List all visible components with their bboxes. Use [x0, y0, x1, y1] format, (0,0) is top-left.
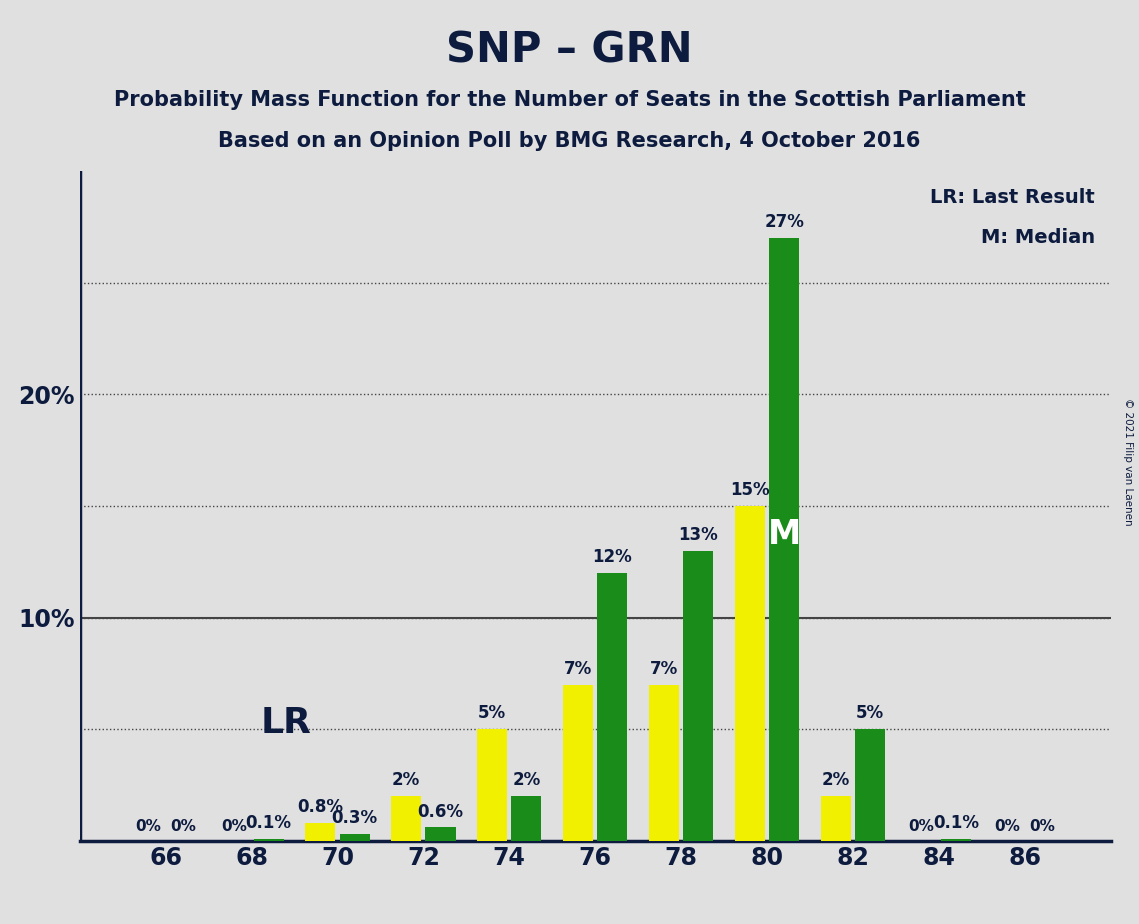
Bar [477, 729, 507, 841]
Bar [426, 828, 456, 841]
Text: Probability Mass Function for the Number of Seats in the Scottish Parliament: Probability Mass Function for the Number… [114, 90, 1025, 110]
Bar [820, 796, 851, 841]
Text: SNP – GRN: SNP – GRN [446, 30, 693, 71]
Bar [339, 834, 370, 841]
Text: 2%: 2% [821, 772, 850, 789]
Bar [649, 685, 679, 841]
Bar [597, 573, 628, 841]
Text: © 2021 Filip van Laenen: © 2021 Filip van Laenen [1123, 398, 1132, 526]
Text: 0.3%: 0.3% [331, 809, 378, 828]
Text: 7%: 7% [564, 660, 592, 678]
Text: LR: LR [261, 706, 311, 740]
Bar [391, 796, 421, 841]
Text: Based on an Opinion Poll by BMG Research, 4 October 2016: Based on an Opinion Poll by BMG Research… [219, 131, 920, 152]
Bar [305, 823, 335, 841]
Text: 0.1%: 0.1% [933, 814, 978, 832]
Text: 2%: 2% [513, 772, 541, 789]
Text: LR: Last Result: LR: Last Result [931, 188, 1095, 207]
Text: 0%: 0% [136, 820, 162, 834]
Text: 5%: 5% [478, 704, 506, 723]
Text: 5%: 5% [855, 704, 884, 723]
Bar [563, 685, 593, 841]
Text: 7%: 7% [649, 660, 678, 678]
Text: 2%: 2% [392, 772, 420, 789]
Text: 12%: 12% [592, 548, 632, 566]
Text: 0%: 0% [170, 820, 196, 834]
Text: M: Median: M: Median [981, 228, 1095, 247]
Text: 0.8%: 0.8% [297, 798, 343, 816]
Text: 15%: 15% [730, 481, 770, 499]
Bar [769, 238, 800, 841]
Text: M: M [768, 517, 801, 551]
Text: 0.1%: 0.1% [246, 814, 292, 832]
Bar [254, 839, 284, 841]
Text: 0.6%: 0.6% [418, 803, 464, 821]
Text: 0%: 0% [221, 820, 247, 834]
Text: 0%: 0% [994, 820, 1021, 834]
Bar [683, 551, 713, 841]
Text: 0%: 0% [909, 820, 934, 834]
Text: 27%: 27% [764, 213, 804, 231]
Bar [941, 839, 970, 841]
Text: 13%: 13% [679, 526, 718, 544]
Text: 0%: 0% [1029, 820, 1055, 834]
Bar [511, 796, 541, 841]
Bar [855, 729, 885, 841]
Bar [735, 506, 764, 841]
